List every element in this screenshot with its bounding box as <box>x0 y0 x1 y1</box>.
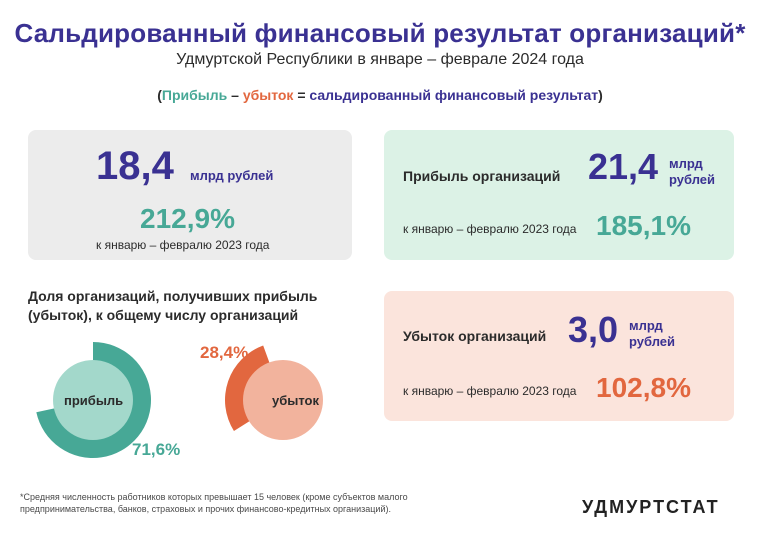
profit-share-label: прибыль <box>64 393 124 408</box>
loss-label: Убыток организаций <box>403 328 547 344</box>
loss-share-label: убыток <box>272 393 320 408</box>
profit-label: Прибыль организаций <box>403 168 561 184</box>
profit-inner-circle <box>53 360 133 440</box>
loss-value: 3,0 <box>568 309 619 350</box>
share-title: Доля организаций, получивших прибыль (уб… <box>28 288 318 323</box>
total-unit: млрд рублей <box>190 168 274 183</box>
profit-unit-line1: млрд <box>669 156 703 171</box>
formula-close: ) <box>598 87 603 103</box>
profit-card <box>384 130 734 260</box>
formula-line: (Прибыль – убыток = сальдированный финан… <box>0 87 760 103</box>
footnote: *Средняя численность работников которых … <box>20 492 408 515</box>
formula-open: ( <box>157 87 162 103</box>
profit-percent: 185,1% <box>596 210 691 241</box>
total-percent: 212,9% <box>140 203 235 234</box>
loss-unit-line2: рублей <box>629 334 676 350</box>
formula-result: сальдированный финансовый результат <box>309 87 599 103</box>
formula-loss: убыток <box>242 87 294 103</box>
profit-comparison: к январю – февралю 2023 года <box>403 222 577 236</box>
formula-profit: Прибыль <box>161 87 228 103</box>
profit-share-percent: 71,6% <box>132 440 181 459</box>
share-donuts <box>36 342 323 458</box>
loss-unit: млрд рублей <box>629 318 675 351</box>
profit-unit-line2: рублей <box>669 172 716 188</box>
loss-percent: 102,8% <box>596 372 691 403</box>
formula-equals: = <box>293 87 310 103</box>
loss-unit-line1: млрд <box>629 318 663 333</box>
page-title: Сальдированный финансовый результат орга… <box>14 18 746 48</box>
loss-inner-circle <box>243 360 323 440</box>
loss-share-percent: 28,4% <box>200 343 249 362</box>
formula-dash: – <box>227 87 243 103</box>
profit-unit: млрд рублей <box>669 156 715 189</box>
profit-share-arc <box>36 342 151 458</box>
page-subtitle: Удмуртской Республики в январе – феврале… <box>176 51 584 68</box>
profit-value: 21,4 <box>588 146 659 187</box>
total-result-card <box>28 130 352 260</box>
total-comparison: к январю – февралю 2023 года <box>96 238 270 252</box>
loss-card <box>384 291 734 421</box>
loss-comparison: к январю – февралю 2023 года <box>403 384 577 398</box>
total-value: 18,4 <box>96 144 174 188</box>
brand-logo-text: УДМУРТСТАТ <box>582 497 720 517</box>
